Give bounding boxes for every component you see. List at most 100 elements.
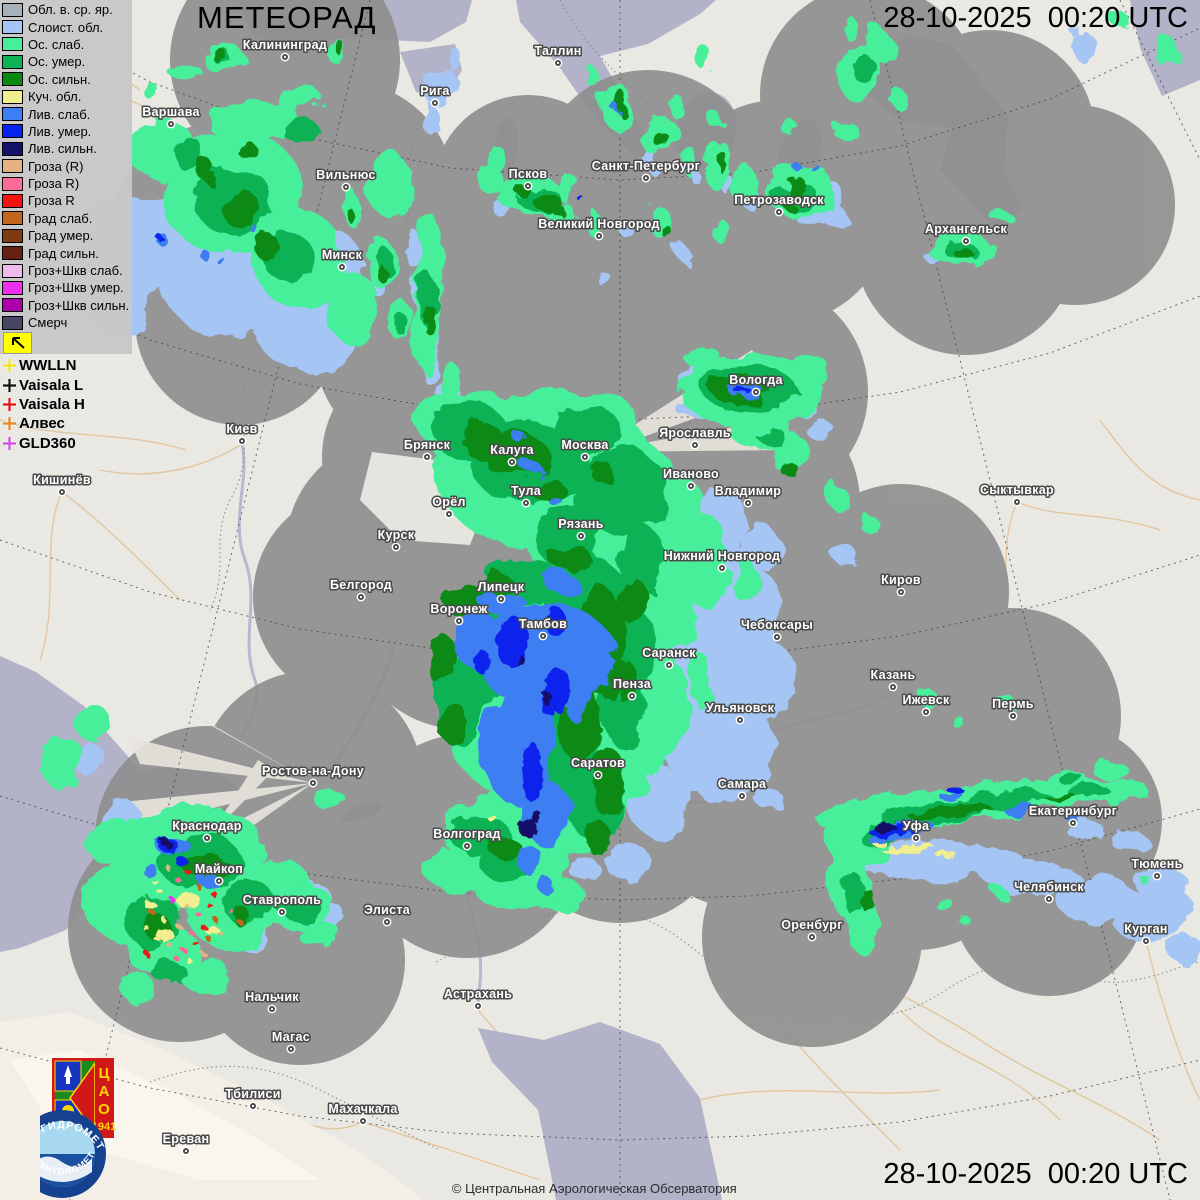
lightning-source-row: Vaisala L [2, 375, 85, 394]
precip-legend: Обл. в. ср. яр. Слоист. обл. Ос. слаб. Ос. … [0, 0, 132, 355]
legend-item: Гроза (R) [0, 158, 132, 175]
city-label: Псков [509, 167, 548, 181]
legend-label: Град умер. [28, 228, 94, 244]
city-Вологда: Вологда [728, 372, 785, 397]
lightning-source-row: Vaisala H [2, 395, 85, 414]
legend-swatch [2, 211, 23, 226]
city-Тюмень: Тюмень [1130, 856, 1184, 881]
legend-item: Ос. сильн. [0, 71, 132, 88]
city-Калуга: Калуга [489, 442, 536, 467]
legend-swatch [2, 193, 23, 208]
city-Орёл: Орёл [431, 494, 467, 519]
legend-swatch [2, 280, 23, 295]
legend-item: Гроза R [0, 192, 132, 209]
city-label: Таллин [534, 44, 581, 58]
lightning-cross-icon [3, 397, 16, 411]
precip-layer-shower-heavy [161, 655, 896, 847]
city-Архангельск: Архангельск [923, 221, 1009, 246]
legend-swatch [2, 176, 23, 191]
city-label: Магас [272, 1030, 310, 1044]
legend-label: Ос. слаб. [28, 36, 85, 52]
city-Киев: Киев [225, 421, 259, 446]
page-title: МЕТЕОРАД [197, 0, 377, 35]
city-label: Нижний Новгород [664, 549, 781, 563]
legend-label: Обл. в. ср. яр. [28, 2, 113, 18]
lightning-source-row: WWLLN [2, 356, 85, 375]
legend-item: Град слаб. [0, 210, 132, 227]
city-Иваново: Иваново [662, 466, 720, 491]
legend-items: Обл. в. ср. яр. Слоист. обл. Ос. слаб. Ос. … [0, 1, 132, 331]
lightning-source-row: Алвес [2, 414, 85, 433]
legend-label: Куч. обл. [28, 89, 82, 105]
legend-label: Смерч [28, 315, 68, 331]
city-Оренбург: Оренбург [780, 917, 844, 942]
city-label: Москва [561, 438, 609, 452]
city-Кишинёв: Кишинёв [32, 472, 92, 497]
city-label: Тюмень [1131, 857, 1182, 871]
city-Ростов-на-Дону: Ростов-на-Дону [261, 763, 365, 788]
city-label: Ижевск [902, 693, 949, 707]
legend-label: Гроза R) [28, 176, 80, 192]
city-label: Вологда [729, 373, 783, 387]
legend-swatch [2, 141, 23, 156]
city-label: Вильнюс [316, 168, 375, 182]
city-Астрахань: Астрахань [442, 986, 513, 1011]
city-label: Элиста [364, 903, 411, 917]
lightning-cross-icon [3, 436, 16, 450]
city-Москва: Москва [560, 437, 611, 462]
legend-label: Гроз+Шкв сильн. [28, 297, 130, 313]
city-label: Махачкала [328, 1102, 398, 1116]
cao-roshydromet-logo: Ц А О 1941 РОСГИДРОМЕТ ROSHYDROMET [17, 1052, 160, 1200]
city-Калининград: Калининград [241, 37, 328, 62]
city-label: Уфа [903, 819, 930, 833]
city-label: Ульяновск [706, 701, 775, 715]
city-Рязань: Рязань [557, 516, 605, 541]
legend-label: Град слаб. [28, 210, 93, 226]
city-Петрозаводск: Петрозаводск [733, 192, 825, 217]
timestamp-bottom: 28-10-2025 00:20 UTC [883, 1158, 1188, 1190]
city-Владимир: Владимир [713, 483, 783, 508]
legend-label: Слоист. обл. [28, 19, 104, 35]
city-Саранск: Саранск [641, 645, 697, 670]
lightning-legend: WWLLN Vaisala L Vaisala H Алвес GLD360 [2, 356, 85, 453]
city-label: Тамбов [519, 617, 567, 631]
city-Ярославль: Ярославль [658, 425, 732, 450]
city-label: Брянск [404, 438, 451, 452]
city-label: Казань [871, 668, 916, 682]
city-Великий Новгород: Великий Новгород [537, 216, 661, 241]
city-label: Варшава [142, 105, 200, 119]
legend-swatch [2, 107, 23, 122]
tornado-marker-row [3, 332, 132, 355]
legend-swatch [2, 159, 23, 174]
svg-text:О: О [98, 1101, 110, 1118]
city-label: Краснодар [172, 819, 241, 833]
legend-item: Ос. умер. [0, 53, 132, 70]
city-Варшава: Варшава [141, 104, 202, 129]
city-label: Курган [1124, 922, 1168, 936]
city-label: Киров [881, 573, 921, 587]
city-Нижний Новгород: Нижний Новгород [662, 548, 781, 573]
legend-swatch [2, 89, 23, 104]
lightning-source-label: GLD360 [19, 434, 76, 452]
city-Таллин: Таллин [533, 43, 583, 68]
lightning-cross-icon [3, 417, 16, 431]
city-Сыктывкар: Сыктывкар [979, 482, 1055, 507]
legend-label: Гроза R [28, 193, 75, 209]
city-Тбилиси: Тбилиси [224, 1086, 282, 1111]
city-Пенза: Пенза [612, 676, 653, 701]
city-label: Белгород [330, 578, 392, 592]
city-Казань: Казань [869, 667, 917, 692]
city-Краснодар: Краснодар [171, 818, 243, 843]
lightning-cross-icon [3, 359, 16, 373]
attribution: © Центральная Аэрологическая Обсерватори… [451, 1181, 737, 1196]
city-label: Пенза [613, 677, 652, 691]
city-label: Тула [511, 484, 542, 498]
city-Екатеринбург: Екатеринбург [1027, 803, 1118, 828]
city-Пермь: Пермь [991, 696, 1035, 721]
city-label: Петрозаводск [734, 193, 824, 207]
city-label: Волгоград [433, 827, 500, 841]
city-Санкт-Петербург: Санкт-Петербург [590, 158, 701, 183]
city-Самара: Самара [716, 776, 768, 801]
lightning-source-row: GLD360 [2, 434, 85, 453]
